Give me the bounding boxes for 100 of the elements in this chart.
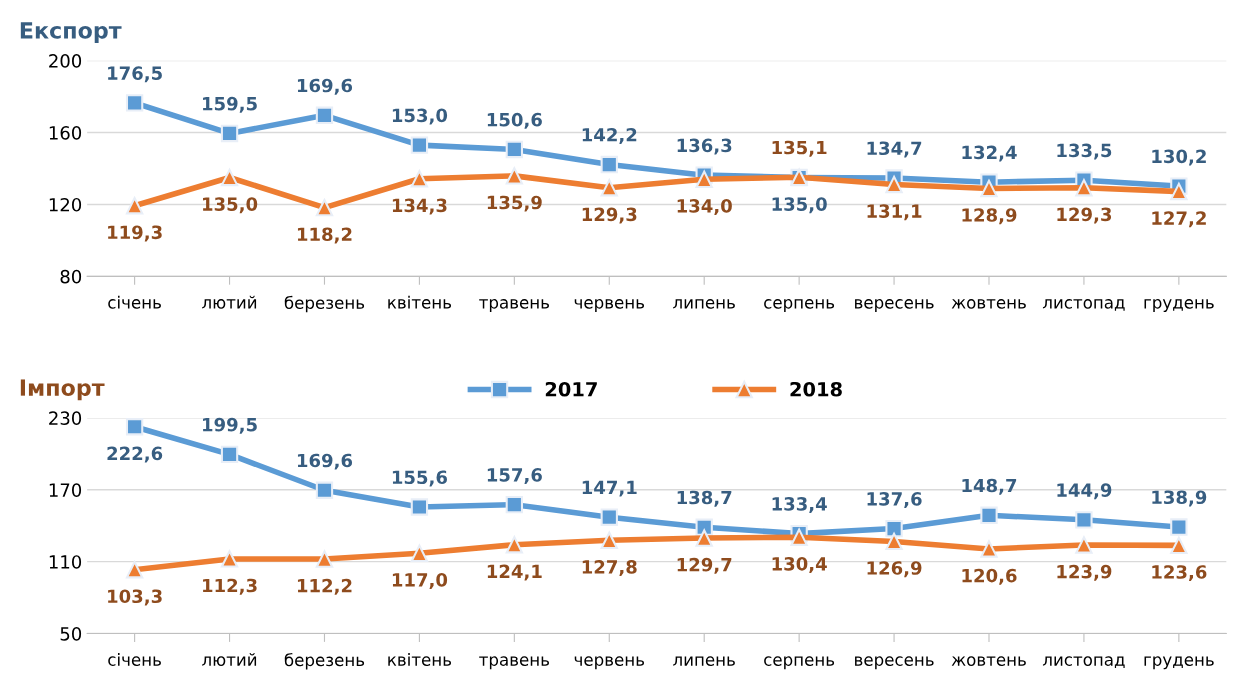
- data-label: 153,0: [392, 108, 448, 125]
- x-tick-label: грудень: [1144, 299, 1214, 312]
- data-label: 131,1: [867, 204, 922, 221]
- data-label: 169,6: [297, 78, 353, 95]
- point: [1170, 182, 1188, 201]
- data-label: 103,3: [108, 589, 162, 606]
- data-label: 120,6: [962, 568, 1017, 585]
- point: [315, 550, 334, 568]
- point: [600, 179, 618, 197]
- point: [885, 519, 903, 538]
- legend-label: 2018: [790, 381, 842, 397]
- data-label: 123,9: [1057, 564, 1112, 581]
- x-tick-label: вересень: [855, 656, 934, 670]
- x-tick-label: березень: [284, 295, 365, 313]
- y-tick-label: 160: [49, 126, 82, 140]
- point: [695, 529, 713, 547]
- point: [505, 167, 524, 185]
- point: [600, 508, 618, 526]
- y-tick-label: 110: [49, 555, 82, 569]
- point: [1075, 179, 1093, 197]
- data-label: 150,6: [487, 112, 542, 129]
- x-tick-label: квітень: [388, 295, 452, 309]
- point: [790, 528, 808, 546]
- data-label: 138,7: [677, 490, 732, 507]
- y-tick-label: 230: [49, 411, 82, 425]
- x-tick-label: травень: [479, 656, 549, 670]
- data-label: 133,4: [772, 497, 827, 513]
- data-label: 155,6: [392, 470, 447, 487]
- x-tick-label: липень: [673, 656, 735, 666]
- x-tick-label: жовтень: [951, 656, 1026, 666]
- x-tick-label: жовтень: [951, 299, 1026, 309]
- x-tick-label: грудень: [1144, 656, 1214, 670]
- point: [315, 481, 334, 499]
- data-label: 147,1: [582, 480, 637, 497]
- data-label: 135,9: [487, 195, 542, 212]
- data-label: 112,3: [203, 578, 257, 595]
- data-label: 133,5: [1057, 143, 1112, 160]
- x-tick-label: червень: [574, 299, 645, 312]
- data-label: 119,3: [108, 225, 162, 242]
- point: [410, 544, 429, 562]
- data-label: 128,9: [962, 208, 1017, 225]
- x-tick-label: січень: [108, 653, 161, 666]
- point: [600, 531, 618, 550]
- data-label: 126,9: [867, 561, 922, 578]
- data-label: 134,3: [392, 198, 447, 215]
- point: [505, 140, 524, 159]
- chart-title: Імпорт: [20, 379, 105, 401]
- point: [980, 540, 998, 558]
- x-tick-label: лютий: [202, 653, 257, 666]
- point: [885, 175, 903, 194]
- data-label: 129,3: [582, 207, 637, 224]
- data-label: 199,5: [203, 417, 257, 434]
- point: [315, 106, 334, 124]
- point: [410, 170, 429, 188]
- data-label: 135,0: [772, 197, 827, 214]
- data-label: 112,2: [297, 578, 352, 595]
- point: [220, 550, 239, 568]
- y-tick-label: 170: [49, 483, 82, 497]
- data-label: 159,5: [203, 96, 257, 113]
- data-label: 176,5: [108, 66, 162, 83]
- data-label: 142,2: [582, 127, 637, 144]
- y-tick-label: 50: [60, 627, 82, 641]
- data-label: 138,9: [1152, 490, 1207, 507]
- point: [125, 94, 144, 112]
- x-tick-label: серпень: [764, 299, 835, 312]
- point: [410, 136, 429, 154]
- x-tick-label: листопад: [1042, 299, 1125, 311]
- data-label: 135,0: [203, 197, 258, 214]
- point: [505, 495, 524, 514]
- data-label: 136,3: [677, 138, 732, 155]
- data-label: 127,2: [1152, 211, 1206, 228]
- point: [410, 498, 429, 516]
- point: [220, 168, 239, 187]
- data-label: 132,4: [962, 145, 1017, 162]
- point: [1075, 536, 1093, 554]
- legend-label: 2017: [545, 381, 597, 397]
- x-tick-label: лютий: [202, 295, 257, 309]
- y-tick-label: 120: [49, 197, 82, 212]
- data-label: 222,6: [107, 446, 163, 463]
- x-tick-label: листопад: [1042, 656, 1125, 668]
- data-label: 130,2: [1152, 149, 1206, 166]
- x-tick-label: серпень: [764, 656, 835, 670]
- x-tick-label: червень: [574, 656, 645, 670]
- data-label: 130,4: [772, 556, 827, 573]
- point: [980, 506, 998, 524]
- data-label: 134,7: [867, 141, 922, 158]
- point: [1075, 511, 1093, 529]
- data-label: 135,1: [772, 140, 827, 157]
- data-label: 118,2: [297, 227, 352, 244]
- x-tick-label: липень: [673, 299, 735, 309]
- x-tick-label: січень: [108, 295, 161, 309]
- point: [1170, 518, 1188, 536]
- data-label: 157,6: [487, 468, 542, 484]
- x-tick-label: березень: [284, 653, 365, 670]
- chart-title: Експорт: [20, 22, 122, 44]
- point: [125, 418, 144, 436]
- data-label: 148,7: [962, 478, 1017, 495]
- data-label: 124,1: [487, 564, 542, 581]
- point: [1170, 536, 1188, 555]
- y-tick-label: 200: [49, 54, 82, 68]
